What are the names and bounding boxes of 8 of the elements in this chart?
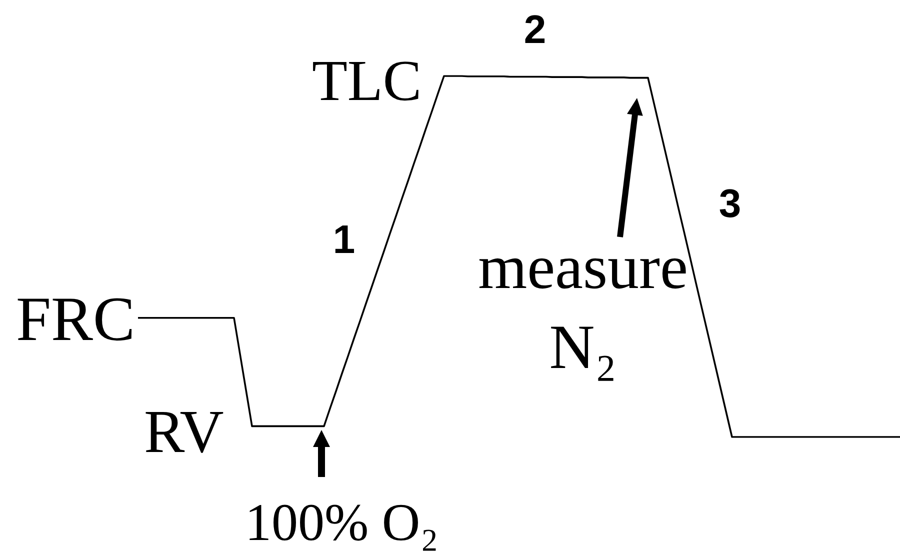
text: 2 — [524, 8, 546, 52]
annotation: measure N₂ — [478, 232, 688, 382]
annotation: 1 — [332, 218, 356, 262]
annotation: RV — [144, 399, 224, 466]
annotation: FRC — [16, 284, 136, 354]
text: 100% O₂ — [245, 494, 439, 552]
annotation: 3 — [718, 182, 742, 226]
annotation: TLC — [312, 48, 422, 113]
